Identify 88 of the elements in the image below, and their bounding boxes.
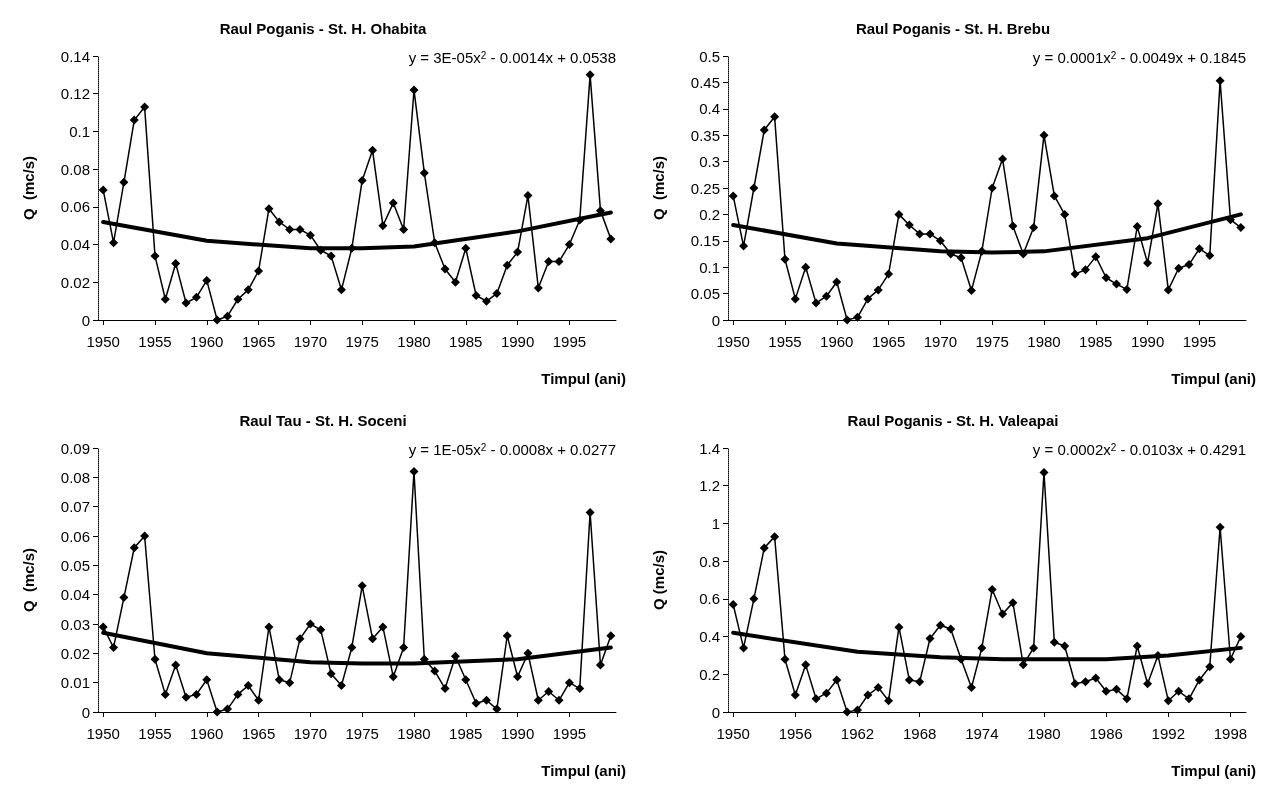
- y-tick-label: 0.02: [60, 273, 90, 291]
- x-tick-label: 1998: [1213, 725, 1248, 742]
- y-tick-label: 0.05: [690, 285, 720, 303]
- x-tick-label: 1985: [449, 725, 483, 742]
- x-tick-label: 1965: [241, 725, 276, 742]
- y-tick-label: 0.04: [60, 586, 90, 604]
- x-tick-label: 1955: [138, 725, 172, 742]
- y-tick-label: 0.09: [60, 439, 90, 457]
- x-tick-label: 1960: [190, 725, 224, 742]
- chart-title: Raul Poganis - St. H. Ohabita: [219, 20, 427, 37]
- y-axis-title: Q (mc/s): [650, 549, 667, 611]
- x-tick-label: 1965: [871, 333, 906, 350]
- y-tick-label: 0.03: [60, 615, 90, 633]
- y-tick-label: 0.05: [60, 556, 90, 574]
- x-tick-label: 1980: [397, 725, 431, 742]
- y-tick-label: 0.2: [699, 205, 720, 223]
- x-tick-label: 1990: [1130, 333, 1165, 350]
- y-tick-label: 1.4: [699, 439, 720, 457]
- y-axis-title: Q (mc/s): [650, 155, 667, 221]
- x-tick-label: 1975: [345, 333, 379, 350]
- x-tick-label: 1970: [293, 333, 328, 350]
- y-tick-label: 0.5: [699, 47, 720, 65]
- x-tick-label: 1955: [138, 333, 172, 350]
- x-tick-label: 1992: [1151, 725, 1185, 742]
- x-tick-label: 1995: [1182, 333, 1217, 350]
- x-tick-label: 1960: [820, 333, 854, 350]
- chart-title: Raul Poganis - St. H. Valeapai: [847, 412, 1059, 429]
- x-tick-label: 1956: [778, 725, 813, 742]
- y-tick-label: 0.08: [60, 160, 90, 178]
- y-tick-label: 0.06: [60, 527, 90, 545]
- y-tick-label: 0.01: [60, 674, 90, 692]
- x-tick-label: 1965: [241, 333, 276, 350]
- y-tick-label: 0.07: [60, 498, 90, 516]
- y-tick-label: 0: [81, 703, 90, 721]
- y-tick-label: 0: [81, 311, 90, 329]
- y-axis-title: Q (mc/s): [20, 547, 37, 613]
- y-tick-label: 0.08: [60, 468, 90, 486]
- y-tick-label: 0.25: [690, 179, 720, 197]
- y-axis-title: Q (mc/s): [20, 155, 37, 221]
- y-tick-label: 0.45: [690, 73, 720, 91]
- x-tick-label: 1985: [1079, 333, 1113, 350]
- x-tick-label: 1950: [86, 725, 120, 742]
- x-axis-title: Timpul (ani): [1171, 762, 1257, 779]
- x-axis-title: Timpul (ani): [1171, 370, 1257, 387]
- x-tick-label: 1985: [449, 333, 483, 350]
- y-tick-label: 0.1: [69, 122, 90, 140]
- y-tick-label: 0.8: [699, 552, 720, 570]
- y-tick-label: 0: [711, 311, 720, 329]
- x-tick-label: 1950: [86, 333, 120, 350]
- x-tick-label: 1950: [716, 725, 750, 742]
- x-tick-label: 1986: [1089, 725, 1123, 742]
- y-tick-label: 0.4: [699, 100, 720, 118]
- chart-title: Raul Tau - St. H. Soceni: [239, 412, 407, 429]
- x-axis-title: Timpul (ani): [541, 370, 627, 387]
- y-tick-label: 0.2: [699, 665, 720, 683]
- y-tick-label: 0.15: [690, 232, 720, 250]
- y-tick-label: 0.35: [690, 126, 720, 144]
- x-tick-label: 1980: [1027, 725, 1061, 742]
- y-tick-label: 0.12: [60, 85, 90, 103]
- y-tick-label: 0.14: [60, 47, 90, 65]
- x-tick-label: 1968: [902, 725, 937, 742]
- y-tick-label: 0.04: [60, 236, 90, 254]
- x-tick-label: 1990: [500, 725, 535, 742]
- x-tick-label: 1970: [923, 333, 958, 350]
- x-tick-label: 1970: [293, 725, 328, 742]
- x-tick-label: 1990: [500, 333, 535, 350]
- y-tick-label: 1.2: [699, 477, 720, 495]
- y-tick-label: 0.6: [699, 590, 720, 608]
- x-tick-label: 1962: [840, 725, 875, 742]
- x-tick-label: 1995: [552, 725, 587, 742]
- x-tick-label: 1980: [397, 333, 431, 350]
- x-tick-label: 1960: [190, 333, 224, 350]
- x-tick-label: 1955: [768, 333, 802, 350]
- x-axis-title: Timpul (ani): [541, 762, 627, 779]
- y-tick-label: 0.02: [60, 644, 90, 662]
- y-tick-label: 0: [711, 703, 720, 721]
- y-tick-label: 0.4: [699, 628, 720, 646]
- x-tick-label: 1974: [965, 725, 999, 742]
- chart-title: Raul Poganis - St. H. Brebu: [855, 20, 1051, 37]
- y-tick-label: 0.06: [60, 198, 90, 216]
- x-tick-label: 1975: [975, 333, 1009, 350]
- x-tick-label: 1950: [716, 333, 750, 350]
- x-tick-label: 1980: [1027, 333, 1061, 350]
- y-tick-label: 0.1: [699, 258, 720, 276]
- x-tick-label: 1995: [552, 333, 587, 350]
- x-tick-label: 1975: [345, 725, 379, 742]
- y-tick-label: 0.3: [699, 153, 720, 171]
- y-tick-label: 1: [711, 514, 720, 532]
